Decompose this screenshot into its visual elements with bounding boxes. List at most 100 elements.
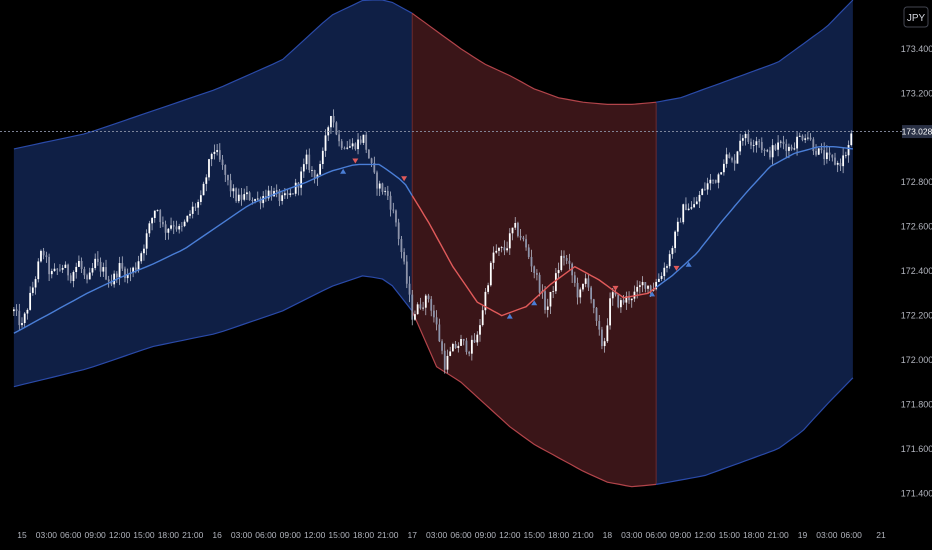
- band-lines: [13, 0, 854, 488]
- candle-body: [422, 307, 424, 309]
- candle-body: [839, 162, 842, 167]
- band-upper-bullish: [655, 0, 854, 103]
- candle-body: [137, 261, 140, 270]
- candle-body: [747, 133, 750, 142]
- candle-body: [343, 147, 346, 149]
- candle-body: [676, 221, 679, 232]
- candle-body: [151, 218, 153, 224]
- time-axis[interactable]: 15 03:00 06:00 09:00 12:00 15:00 18:00 21:00 16 0…: [17, 530, 886, 540]
- candle-body: [571, 263, 574, 276]
- candle-body: [403, 252, 406, 262]
- candle-body: [370, 158, 373, 163]
- candle-body: [601, 329, 603, 347]
- candle-body: [53, 268, 56, 272]
- x-tick-label: 12:00: [304, 530, 326, 540]
- x-tick-label: 18: [603, 530, 613, 540]
- band-lower-bullish: [655, 377, 854, 485]
- ma-segment-bullish: [655, 145, 853, 288]
- candle-body: [67, 264, 69, 276]
- candle-body: [717, 174, 720, 183]
- candle-body: [12, 309, 15, 312]
- x-tick-label: 15:00: [524, 530, 546, 540]
- x-tick-label: 15: [17, 530, 27, 540]
- candle-body: [812, 139, 815, 152]
- candle-body: [530, 256, 533, 267]
- x-tick-label: 16: [212, 530, 222, 540]
- candle-body: [275, 190, 278, 192]
- candle-body: [94, 258, 97, 269]
- candle-body: [270, 190, 273, 197]
- candle-body: [373, 162, 376, 173]
- y-tick-label: 172.400: [901, 266, 932, 276]
- candle-body: [728, 154, 731, 158]
- candle-body: [533, 266, 536, 274]
- x-tick-label: 06:00: [450, 530, 472, 540]
- candle-body: [790, 146, 793, 150]
- candle-body: [143, 248, 145, 254]
- candle-body: [186, 215, 189, 222]
- candle-body: [319, 164, 321, 175]
- y-tick-label: 171.800: [901, 399, 932, 409]
- candle-body: [668, 254, 671, 267]
- candle-body: [825, 152, 828, 160]
- candle-body: [126, 273, 129, 279]
- candle-body: [78, 260, 80, 267]
- candle-body: [338, 134, 340, 142]
- x-tick-label: 09:00: [670, 530, 692, 540]
- candle-body: [294, 182, 297, 194]
- currency-label: JPY: [907, 13, 926, 24]
- candle-body: [614, 292, 617, 295]
- candle-body: [246, 192, 248, 195]
- candle-body: [641, 282, 644, 286]
- candle-body: [414, 314, 416, 320]
- candle-body: [335, 122, 338, 135]
- candle-body: [817, 148, 820, 155]
- candle-body: [628, 296, 630, 301]
- candle-body: [527, 247, 530, 257]
- candle-body: [427, 295, 430, 300]
- candle-body: [435, 317, 438, 325]
- candle-body: [834, 157, 836, 165]
- candle-body: [625, 296, 628, 303]
- candle-body: [655, 281, 658, 290]
- candle-body: [316, 174, 319, 179]
- ma-segment-bullish: [13, 163, 413, 334]
- regime-region-bullish: [13, 0, 413, 387]
- candle-body: [763, 149, 766, 151]
- candle-body: [687, 208, 690, 211]
- current-price-label: 173.028: [902, 125, 932, 139]
- candle-body: [620, 300, 622, 308]
- x-tick-label: 06:00: [841, 530, 863, 540]
- candle-body: [479, 325, 481, 335]
- price-axis[interactable]: 173.400 173.200 172.800 172.600 172.400 172.2…: [901, 44, 932, 498]
- x-tick-label: 09:00: [475, 530, 497, 540]
- candle-body: [595, 307, 598, 321]
- candle-body: [45, 255, 48, 257]
- candle-body: [443, 350, 446, 370]
- candle-body: [736, 151, 739, 164]
- currency-badge[interactable]: JPY: [903, 6, 929, 28]
- candle-body: [411, 294, 414, 320]
- x-tick-label: 09:00: [85, 530, 107, 540]
- buy-signal-marker: [506, 313, 513, 319]
- candle-body: [693, 204, 695, 208]
- x-tick-label: 18:00: [158, 530, 180, 540]
- candle-body: [80, 260, 83, 270]
- candle-body: [197, 201, 200, 208]
- candle-body: [61, 267, 64, 270]
- candle-body: [26, 309, 29, 314]
- candle-body: [308, 154, 311, 170]
- candle-body: [568, 260, 571, 264]
- candle-body: [389, 195, 392, 210]
- candle-body: [183, 221, 186, 227]
- candle-body: [690, 207, 693, 209]
- candle-body: [251, 200, 254, 201]
- candle-body: [105, 267, 107, 280]
- candle-body: [305, 154, 308, 165]
- candle-body: [798, 135, 801, 137]
- candle-body: [72, 272, 75, 282]
- regime-regions: [13, 0, 853, 487]
- candle-body: [191, 206, 194, 214]
- y-tick-label: 172.200: [901, 311, 932, 321]
